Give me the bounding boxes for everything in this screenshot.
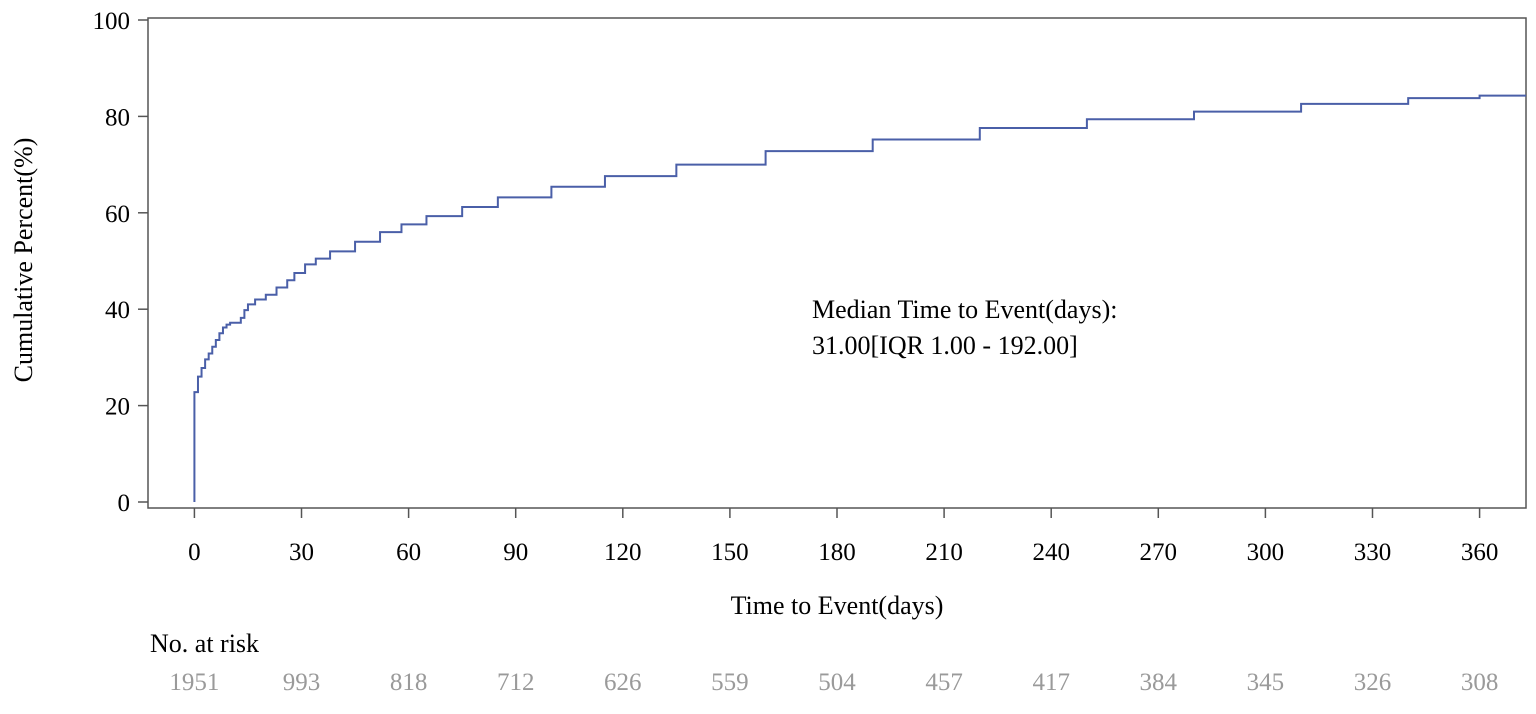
x-tick-label: 120	[604, 539, 642, 566]
x-tick-label: 300	[1247, 539, 1285, 566]
risk-number: 326	[1354, 669, 1392, 696]
x-tick-label: 90	[503, 539, 528, 566]
risk-number: 417	[1032, 669, 1070, 696]
plot-area	[147, 17, 1527, 509]
risk-number: 818	[390, 669, 428, 696]
risk-number: 504	[818, 669, 856, 696]
x-tick-label: 60	[396, 539, 421, 566]
y-tick-label: 20	[105, 394, 130, 421]
plot-border	[147, 17, 1527, 509]
x-tick-label: 150	[711, 539, 749, 566]
x-tick-label: 270	[1140, 539, 1178, 566]
x-tick-label: 0	[188, 539, 201, 566]
series-line-1	[193, 94, 1526, 502]
y-tick-label: 100	[93, 8, 131, 35]
risk-number: 308	[1461, 669, 1499, 696]
risk-number: 1951	[169, 669, 219, 696]
risk-number: 457	[925, 669, 963, 696]
y-tick-label: 0	[118, 490, 131, 517]
risk-number: 559	[711, 669, 749, 696]
x-tick-label: 180	[818, 539, 856, 566]
series-layer	[193, 94, 1526, 502]
risk-number: 345	[1247, 669, 1285, 696]
risk-number: 384	[1140, 669, 1178, 696]
y-tick-label: 80	[105, 104, 130, 131]
x-tick-label: 240	[1032, 539, 1070, 566]
y-axis: 0 20 40 60 80 100	[93, 8, 148, 517]
risk-table-title: No. at risk	[150, 629, 259, 658]
x-axis-title: Time to Event(days)	[731, 591, 944, 620]
x-tick-label: 210	[925, 539, 963, 566]
median-annotation-line2: 31.00[IQR 1.00 - 192.00]	[812, 331, 1078, 360]
y-axis-title: Cumulative Percent(%)	[9, 138, 38, 383]
x-tick-label: 30	[289, 539, 314, 566]
x-tick-label: 330	[1354, 539, 1392, 566]
risk-number: 626	[604, 669, 642, 696]
y-tick-label: 40	[105, 297, 130, 324]
risk-number: 712	[497, 669, 535, 696]
y-tick-label: 60	[105, 201, 130, 228]
median-annotation-line1: Median Time to Event(days):	[812, 295, 1117, 324]
risk-number: 993	[283, 669, 321, 696]
risk-table: 1951 993 818 712 626 559 504 457 417 384 345 326 308	[169, 669, 1498, 696]
x-axis: 0 30 60 90 120 150 180 210 240 270 300 330 360	[188, 508, 1498, 566]
x-tick-label: 360	[1461, 539, 1499, 566]
